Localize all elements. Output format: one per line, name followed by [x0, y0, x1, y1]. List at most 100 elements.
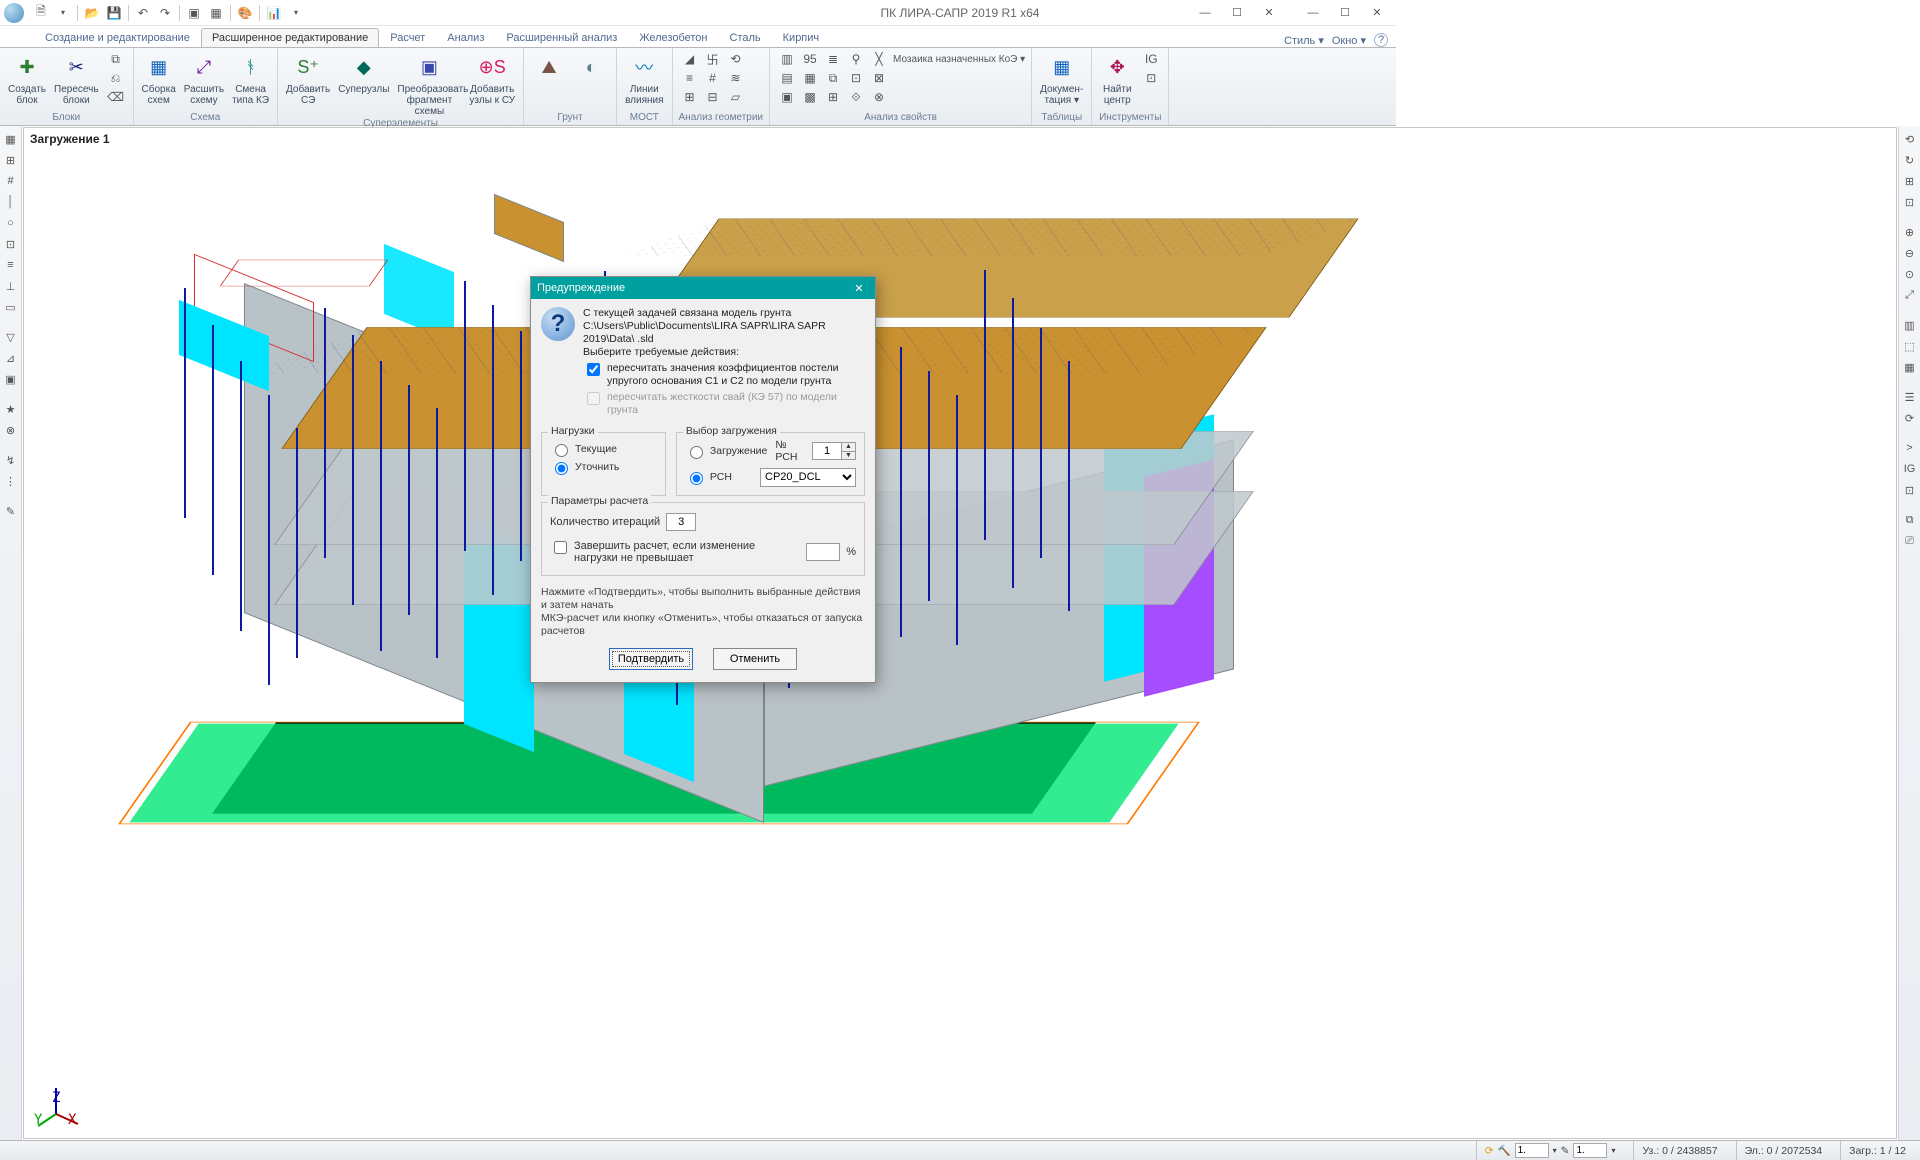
status-tools[interactable]: ⟳ 🔨 ▾ ✎ ▾ — [1476, 1141, 1624, 1160]
model-viewport[interactable]: Загружение 1 — [23, 127, 1897, 1139]
rsn-combo[interactable]: CP20_DCL — [760, 468, 856, 487]
tab-5[interactable]: Железобетон — [628, 28, 718, 47]
ribbon-small[interactable]: ⧉ — [822, 69, 844, 87]
ribbon-small[interactable]: 95 — [799, 50, 821, 68]
right-tool[interactable]: ▥ — [1901, 316, 1919, 334]
right-tool[interactable]: ⧉ — [1901, 511, 1919, 529]
left-tool[interactable]: ⊥ — [2, 277, 20, 295]
right-tool[interactable]: ⊡ — [1901, 481, 1919, 499]
qat-cascade-icon[interactable]: ▣ — [185, 4, 203, 22]
ribbon-button[interactable]: ◆Суперузлы — [336, 50, 391, 95]
tab-6[interactable]: Сталь — [719, 28, 772, 47]
right-tool[interactable]: ⊞ — [1901, 172, 1919, 190]
reload-icon[interactable]: ⟳ — [1485, 1145, 1494, 1157]
tab-7[interactable]: Кирпич — [772, 28, 831, 47]
rsn-number-spinner[interactable]: ▲▼ — [812, 442, 856, 460]
right-tool[interactable]: ⊡ — [1901, 193, 1919, 211]
pen-icon[interactable]: ✎ — [1561, 1145, 1570, 1157]
right-tool[interactable]: ⟳ — [1901, 409, 1919, 427]
left-tool[interactable]: ▦ — [2, 130, 20, 148]
right-tool[interactable]: ⎚ — [1901, 532, 1919, 550]
ribbon-button[interactable]: ⤢Расшитьсхему — [182, 50, 226, 106]
right-tool[interactable]: ⊙ — [1901, 265, 1919, 283]
loads-current-radio[interactable]: Текущие — [550, 441, 657, 457]
win-close-button[interactable]: ✕ — [1362, 3, 1392, 23]
help-button[interactable]: ? — [1374, 33, 1388, 47]
ribbon-button[interactable]: ⊕SДобавитьузлы к СУ — [467, 50, 517, 106]
ribbon-small[interactable]: ▩ — [799, 88, 821, 106]
ribbon-button[interactable]: 〰Линиивлияния — [623, 50, 665, 106]
qat-open-icon[interactable]: 📂 — [83, 4, 101, 22]
ribbon-small[interactable]: ▣ — [776, 88, 798, 106]
tab-1[interactable]: Расширенное редактирование — [201, 28, 379, 47]
left-tool[interactable]: ≡ — [2, 256, 20, 274]
left-tool[interactable]: ▽ — [2, 328, 20, 346]
choice-loading-radio[interactable]: Загружение — [685, 443, 767, 459]
subwin-max-button[interactable]: ☐ — [1222, 3, 1252, 23]
ribbon-small[interactable]: ⌫ — [105, 88, 127, 106]
ribbon-small[interactable]: IG — [1140, 50, 1162, 68]
left-tool[interactable]: ▭ — [2, 298, 20, 316]
right-tool[interactable]: ⟲ — [1901, 130, 1919, 148]
ribbon-button[interactable]: ▦Сборкасхем — [140, 50, 178, 106]
qat-palette-icon[interactable]: 🎨 — [236, 4, 254, 22]
right-tool[interactable]: > — [1901, 439, 1919, 457]
limit-input[interactable] — [806, 543, 840, 561]
dialog-close-icon[interactable]: ✕ — [849, 282, 869, 295]
qat-save-icon[interactable]: 💾 — [105, 4, 123, 22]
qat-tile-icon[interactable]: ▦ — [207, 4, 225, 22]
cancel-button[interactable]: Отменить — [713, 648, 797, 670]
status-scale1[interactable] — [1515, 1143, 1549, 1158]
ribbon-small[interactable]: ⊡ — [1140, 69, 1162, 87]
left-tool[interactable]: ⋮ — [2, 472, 20, 490]
ribbon-button[interactable]: ◐ — [572, 50, 610, 82]
right-tool[interactable]: IG — [1901, 460, 1919, 478]
ribbon-small[interactable]: ⚲ — [845, 50, 867, 68]
ribbon-button[interactable]: ⛰ — [530, 50, 568, 82]
ribbon-small[interactable]: ≋ — [725, 69, 747, 87]
style-menu[interactable]: Стиль — [1284, 34, 1324, 47]
ribbon-small[interactable]: ⊠ — [868, 69, 890, 87]
ribbon-button[interactable]: ✥Найтицентр — [1098, 50, 1136, 106]
ribbon-small[interactable]: ▱ — [725, 88, 747, 106]
right-tool[interactable]: ⊕ — [1901, 223, 1919, 241]
ribbon-small[interactable]: Мозаика назначенных КоЭ ▾ — [893, 54, 1025, 65]
left-tool[interactable]: ○ — [2, 214, 20, 232]
dialog-titlebar[interactable]: Предупреждение ✕ — [531, 277, 875, 299]
recalc-c1c2-checkbox[interactable]: пересчитать значения коэффициентов посте… — [583, 362, 865, 388]
ribbon-small[interactable]: ⧉ — [105, 50, 127, 68]
left-tool[interactable]: │ — [2, 193, 20, 211]
ribbon-button[interactable]: S⁺ДобавитьСЭ — [284, 50, 332, 106]
tab-0[interactable]: Создание и редактирование — [34, 28, 201, 47]
ribbon-small[interactable]: ⟲ — [725, 50, 747, 68]
qat-undo-icon[interactable]: ↶ — [134, 4, 152, 22]
ribbon-button[interactable]: ✂Пересечьблоки — [52, 50, 101, 106]
ribbon-small[interactable]: ◢ — [679, 50, 701, 68]
ribbon-small[interactable]: ▦ — [799, 69, 821, 87]
left-tool[interactable]: # — [2, 172, 20, 190]
win-min-button[interactable]: — — [1298, 3, 1328, 23]
ribbon-small[interactable]: ⊞ — [822, 88, 844, 106]
ribbon-button[interactable]: ᚬСменатипа КЭ — [230, 50, 271, 106]
qat-redo-icon[interactable]: ↷ — [156, 4, 174, 22]
tab-4[interactable]: Расширенный анализ — [495, 28, 628, 47]
qat-new-drop[interactable]: ▾ — [54, 4, 72, 22]
qat-dropdown[interactable]: ▾ — [287, 4, 305, 22]
ribbon-small[interactable]: ≣ — [822, 50, 844, 68]
ribbon-small[interactable]: ⊡ — [845, 69, 867, 87]
limit-checkbox[interactable]: Завершить расчет, если изменение нагрузк… — [550, 540, 800, 564]
left-tool[interactable]: ↯ — [2, 451, 20, 469]
right-tool[interactable]: ▦ — [1901, 358, 1919, 376]
tab-2[interactable]: Расчет — [379, 28, 436, 47]
ribbon-button[interactable]: ✚Создатьблок — [6, 50, 48, 106]
ribbon-small[interactable]: ▥ — [776, 50, 798, 68]
window-menu[interactable]: Окно — [1332, 34, 1366, 47]
ribbon-small[interactable]: # — [702, 69, 724, 87]
win-max-button[interactable]: ☐ — [1330, 3, 1360, 23]
right-tool[interactable]: ⊖ — [1901, 244, 1919, 262]
left-tool[interactable]: ⊗ — [2, 421, 20, 439]
left-tool[interactable]: ✎ — [2, 502, 20, 520]
status-scale2[interactable] — [1573, 1143, 1607, 1158]
ribbon-small[interactable]: ╳ — [868, 50, 890, 68]
subwin-min-button[interactable]: — — [1190, 3, 1220, 23]
